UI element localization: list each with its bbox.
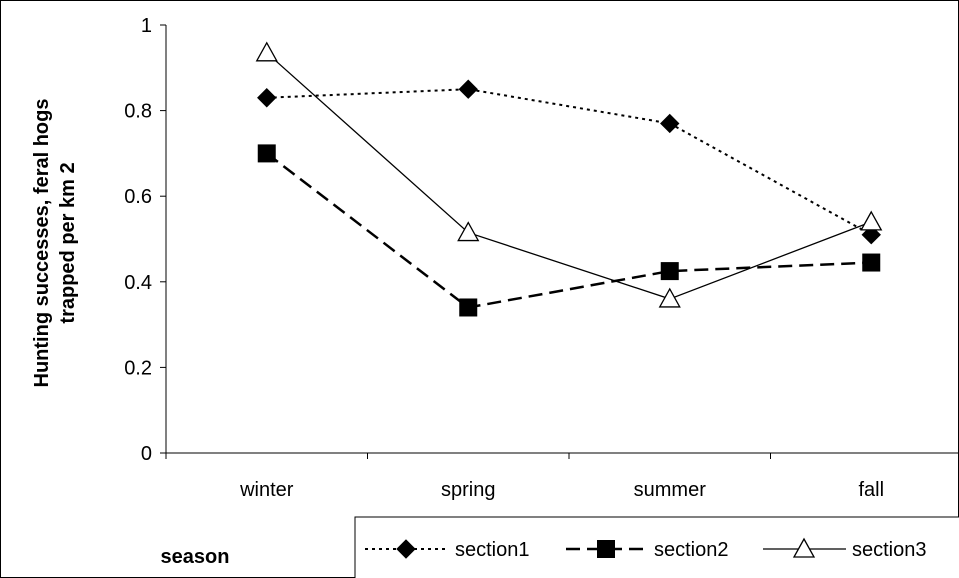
legend-label-section1: section1 (455, 539, 530, 561)
legend-box (354, 516, 959, 578)
legend-label-section2: section2 (654, 539, 729, 561)
series-lines (265, 52, 872, 309)
point-section2-winter (257, 144, 276, 163)
y-tick-label: 0 (141, 443, 152, 465)
point-section2-fall (862, 253, 881, 272)
point-section3-spring (457, 221, 480, 242)
point-section1-winter (257, 88, 277, 108)
y-tick-label: 0.8 (124, 101, 152, 123)
point-section2-summer (660, 262, 679, 281)
series-line-section3 (266, 52, 872, 300)
x-tick-label: winter (239, 479, 294, 501)
legend: section1 section2 section3 (354, 516, 959, 578)
y-tick-label: 1 (141, 15, 152, 37)
y-tick-label: 0.2 (124, 357, 152, 379)
series-line-section2 (265, 152, 872, 309)
series-markers (255, 41, 883, 317)
legend-marker-section3 (792, 537, 816, 558)
legend-label-section3: section3 (852, 539, 927, 561)
point-section3-winter (255, 41, 278, 62)
x-tick-label: fall (858, 479, 884, 501)
point-section3-fall (860, 210, 883, 231)
point-section3-summer (658, 287, 681, 308)
series-line-section1 (266, 88, 872, 236)
y-tick-label: 0.4 (124, 272, 152, 294)
x-axis-title: season (161, 546, 230, 568)
legend-marker-section1 (396, 539, 416, 559)
point-section2-spring (459, 298, 478, 317)
x-tick-label: summer (634, 479, 707, 501)
x-tick-label: spring (441, 479, 495, 501)
y-axis-title-line1: Hunting successes, feral hogs (31, 99, 53, 388)
y-tick-label: 0.6 (124, 186, 152, 208)
axes: 0 0.2 0.4 0.6 0.8 1 winter spring summer fall (124, 15, 959, 501)
point-section1-summer (660, 113, 680, 134)
legend-marker-section2 (597, 540, 615, 558)
y-axis-title-line2: trapped per km 2 (57, 162, 79, 323)
point-section1-spring (458, 79, 478, 99)
